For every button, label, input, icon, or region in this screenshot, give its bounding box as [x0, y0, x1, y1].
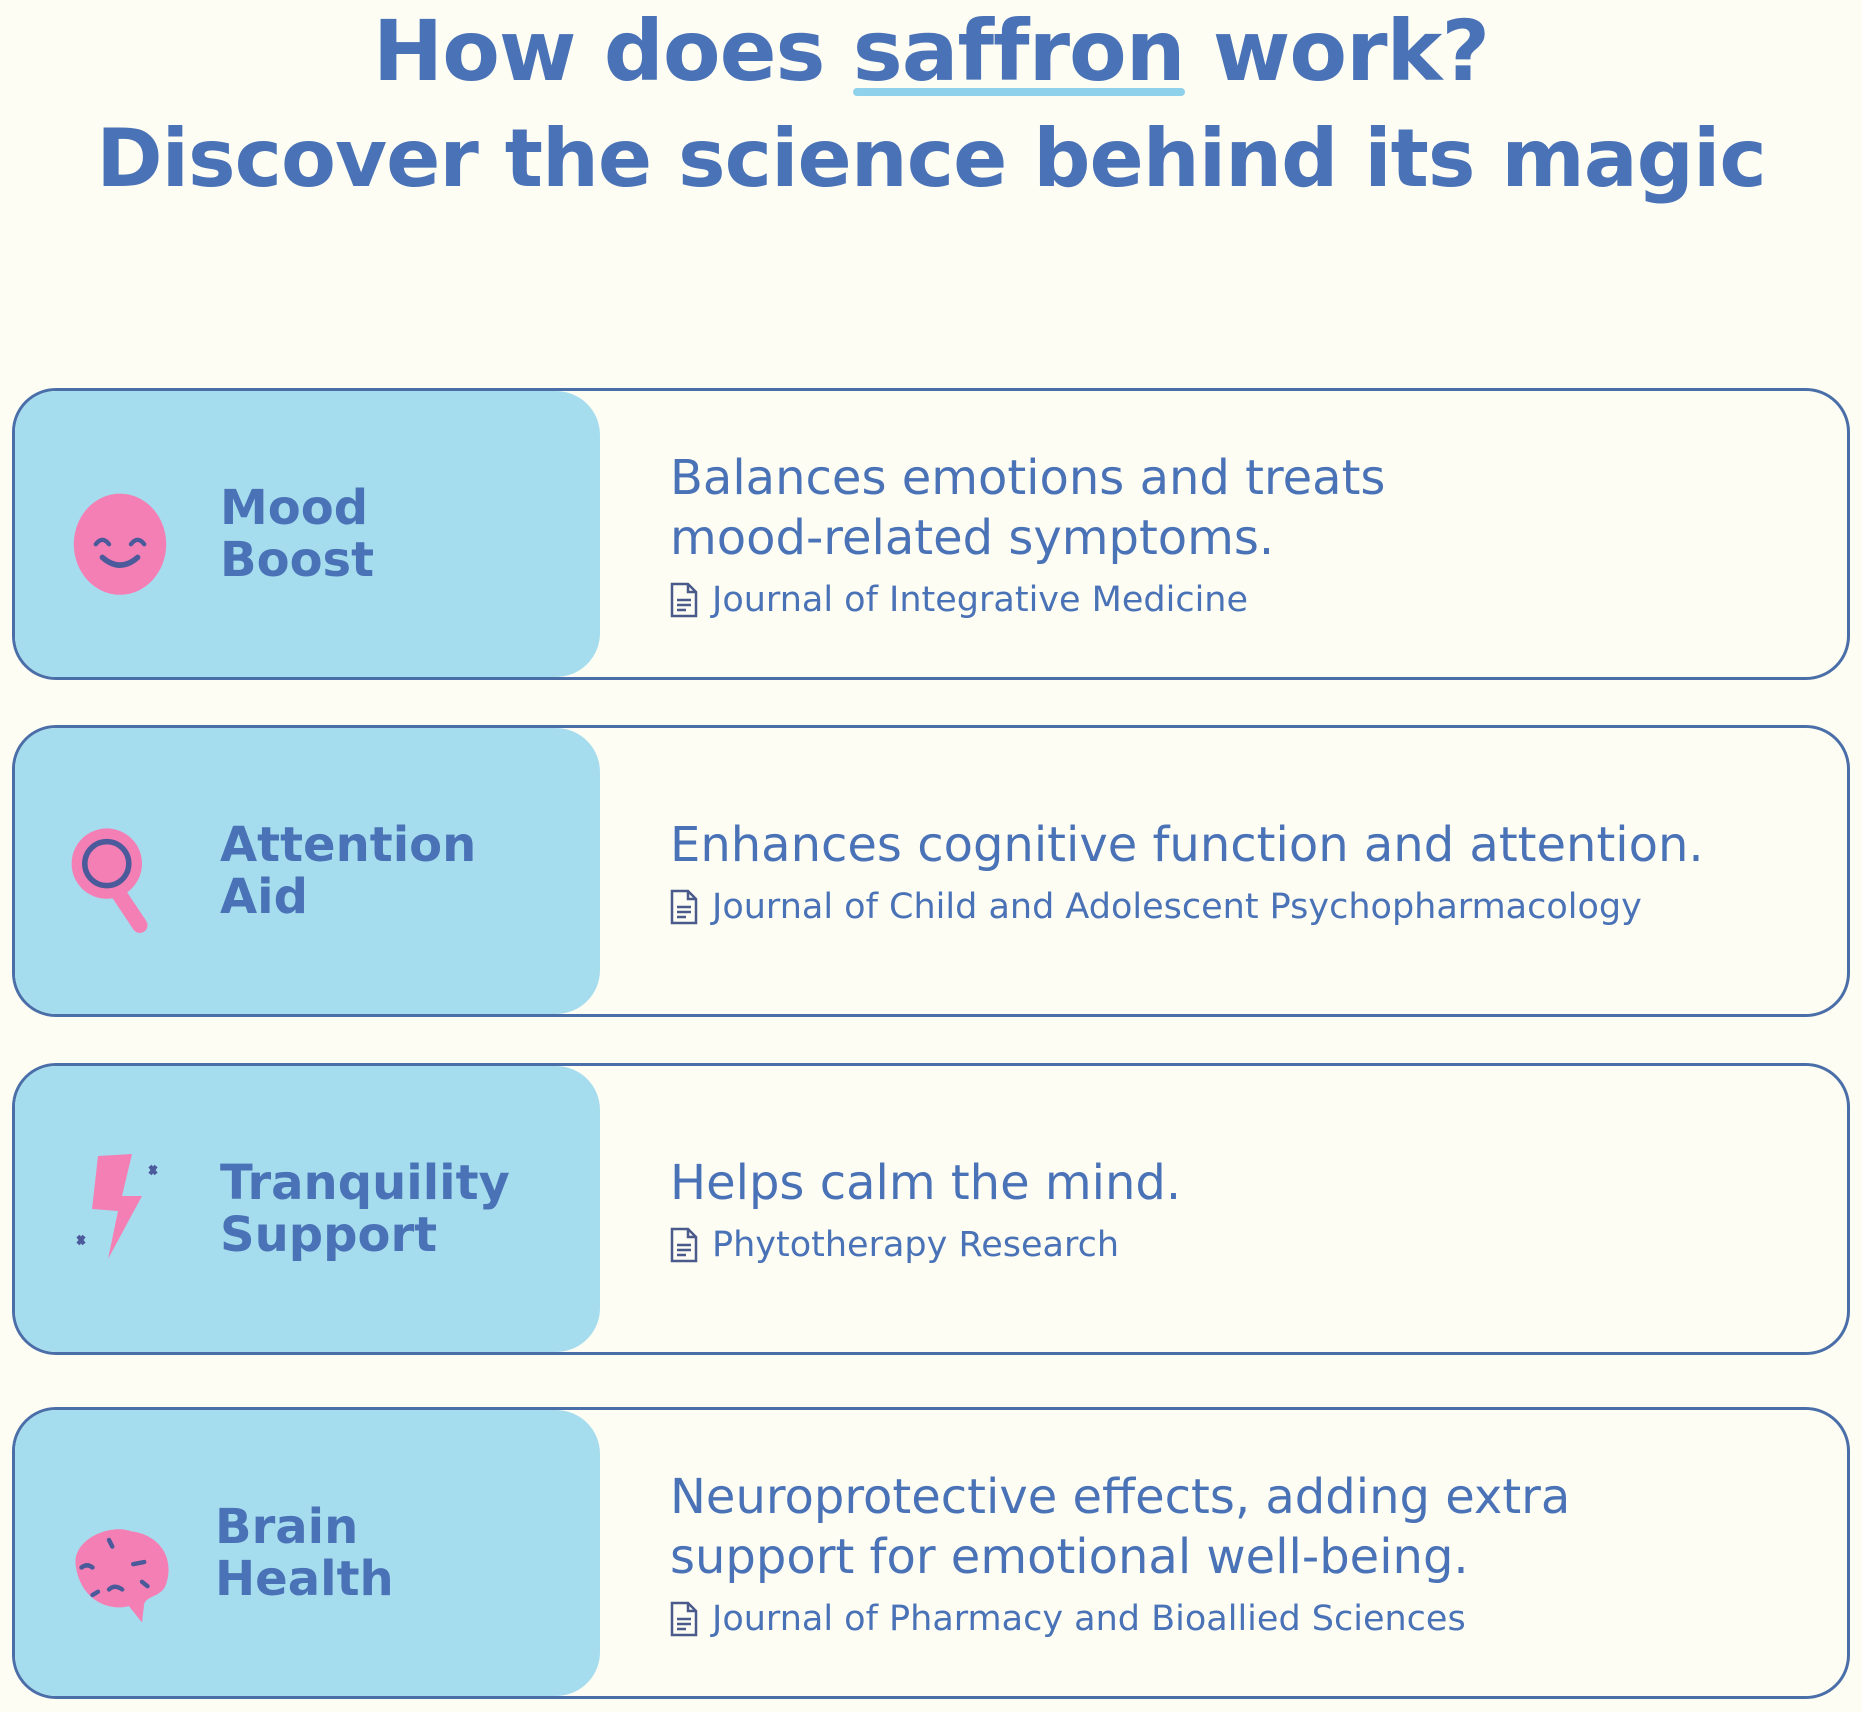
source-citation: Journal of Pharmacy and Bioallied Scienc…	[670, 1599, 1807, 1639]
benefit-label: Mood Boost	[220, 480, 375, 588]
benefit-description: Neuroprotective effects, adding extra su…	[670, 1469, 1571, 1585]
benefit-label-panel: Attention Aid	[15, 728, 600, 1014]
source-name: Journal of Pharmacy and Bioallied Scienc…	[712, 1599, 1466, 1639]
document-icon	[670, 889, 698, 925]
benefit-card-tranquility-support: Tranquility Support Helps calm the mind. …	[12, 1063, 1850, 1355]
benefit-label-panel: Brain Health	[15, 1410, 600, 1696]
source-name: Journal of Integrative Medicine	[712, 580, 1249, 620]
title-text: How does	[372, 2, 853, 100]
benefit-card-attention-aid: Attention Aid Enhances cognitive function…	[12, 725, 1850, 1017]
source-name: Phytotherapy Research	[712, 1225, 1120, 1265]
benefit-label: Tranquility Support	[220, 1155, 510, 1263]
brain-icon	[75, 1529, 169, 1623]
benefit-label: Attention Aid	[220, 817, 477, 925]
benefit-label: Brain Health	[215, 1499, 394, 1607]
source-name: Journal of Child and Adolescent Psychoph…	[712, 887, 1642, 927]
document-icon	[670, 582, 698, 618]
document-icon	[670, 1227, 698, 1263]
benefit-card-mood-boost: Mood Boost Balances emotions and treats m…	[12, 388, 1850, 680]
benefit-description: Helps calm the mind.	[670, 1155, 1182, 1211]
title-text: work?	[1184, 2, 1490, 100]
title-line-1: How does saffron work?	[0, 2, 1862, 100]
highlighted-word: saffron	[852, 2, 1186, 100]
source-citation: Phytotherapy Research	[670, 1225, 1807, 1265]
subtitle: Discover the science behind its magic	[96, 112, 1767, 205]
smiley-face-icon	[73, 493, 167, 595]
magnifying-glass-icon	[71, 828, 148, 933]
document-icon	[670, 1601, 698, 1637]
benefit-label-panel: Mood Boost	[15, 391, 600, 677]
benefit-card-brain-health: Brain Health Neuroprotective effects, add…	[12, 1407, 1850, 1699]
benefit-label-panel: Tranquility Support	[15, 1066, 600, 1352]
source-citation: Journal of Child and Adolescent Psychoph…	[670, 887, 1807, 927]
benefit-description: Enhances cognitive function and attentio…	[670, 817, 1704, 873]
benefit-description: Balances emotions and treats mood-relate…	[670, 450, 1386, 566]
lightning-bolt-icon	[76, 1154, 158, 1259]
source-citation: Journal of Integrative Medicine	[670, 580, 1807, 620]
